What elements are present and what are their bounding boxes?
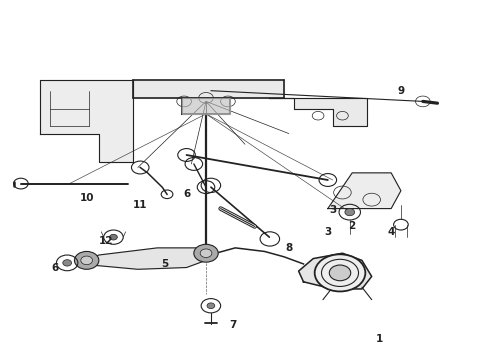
Text: 5: 5 (161, 259, 168, 269)
Text: 8: 8 (285, 243, 293, 253)
Circle shape (110, 234, 117, 240)
Circle shape (194, 244, 218, 262)
Polygon shape (40, 80, 133, 162)
Circle shape (315, 254, 366, 292)
Circle shape (200, 249, 212, 257)
Circle shape (345, 208, 355, 216)
Text: 12: 12 (99, 236, 113, 246)
Polygon shape (77, 248, 216, 269)
Polygon shape (182, 98, 230, 114)
Text: 1: 1 (375, 334, 383, 344)
Circle shape (74, 251, 99, 269)
Text: 11: 11 (133, 200, 147, 210)
Text: 3: 3 (329, 205, 336, 215)
Text: 4: 4 (388, 227, 395, 237)
Text: 6: 6 (183, 189, 190, 199)
Polygon shape (328, 173, 401, 208)
Polygon shape (270, 98, 367, 126)
Text: 2: 2 (348, 221, 356, 231)
Circle shape (329, 265, 351, 281)
Circle shape (81, 256, 93, 265)
Circle shape (207, 303, 215, 309)
Circle shape (63, 260, 72, 266)
Text: 10: 10 (79, 193, 94, 203)
Text: 9: 9 (397, 86, 404, 96)
Text: 6: 6 (51, 262, 59, 273)
Text: 3: 3 (324, 227, 331, 237)
Text: 7: 7 (229, 320, 237, 330)
Polygon shape (298, 253, 372, 289)
